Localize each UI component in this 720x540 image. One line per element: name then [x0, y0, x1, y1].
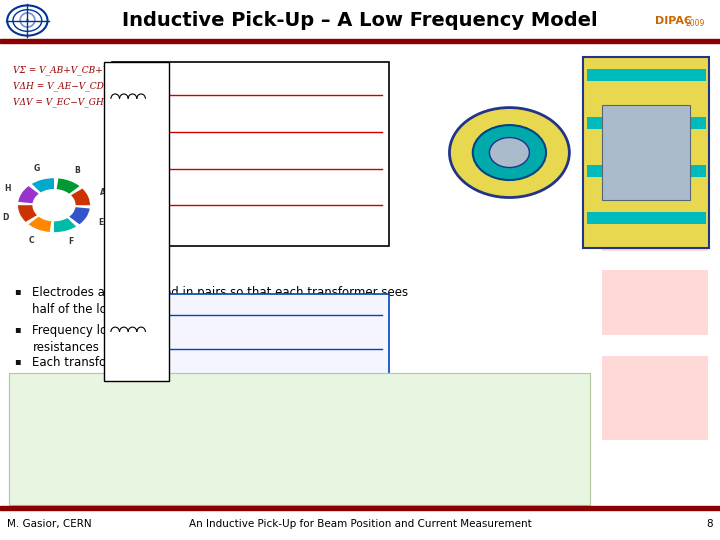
Text: B: B — [74, 166, 80, 175]
Text: D: D — [1, 213, 8, 222]
Text: M. Gasior, CERN: M. Gasior, CERN — [7, 519, 92, 529]
Text: ▪: ▪ — [14, 356, 21, 367]
Text: DIPAC: DIPAC — [655, 16, 693, 25]
Text: C: C — [29, 235, 34, 245]
Text: A: A — [100, 188, 106, 197]
Text: F: F — [68, 238, 73, 246]
Text: VΣ = V_AB+V_CB+V_EC+V_GH: VΣ = V_AB+V_CB+V_EC+V_GH — [13, 65, 161, 75]
Text: 2009: 2009 — [685, 19, 705, 28]
Text: ▪: ▪ — [14, 324, 21, 334]
Text: VΔV = V_EC−V_GH: VΔV = V_EC−V_GH — [13, 98, 104, 107]
Text: E: E — [98, 218, 103, 227]
Text: Electrodes are combined in pairs so that each transformer sees
half of the load: Electrodes are combined in pairs so that… — [32, 286, 408, 316]
Text: f_LΔ ≅ 10 kHz  (R_P with L_Δ ≅ 70 nH): f_LΔ ≅ 10 kHz (R_P with L_Δ ≅ 70 nH) — [18, 430, 258, 443]
Text: 8: 8 — [706, 519, 713, 529]
Text: VΔH = V_AE−V_CD: VΔH = V_AE−V_CD — [13, 82, 104, 91]
Text: Each transformer has one calibration turn (not shown): Each transformer has one calibration tur… — [32, 356, 354, 369]
Text: f_LΣ ≅ 150 Hz  (R_P with L_Σ ≅ 5 μH): f_LΣ ≅ 150 Hz (R_P with L_Σ ≅ 5 μH) — [18, 406, 250, 419]
Text: ⊙: ⊙ — [17, 9, 38, 32]
Text: Inductive Pick-Up – A Low Frequency Model: Inductive Pick-Up – A Low Frequency Mode… — [122, 11, 598, 30]
Text: H: H — [4, 184, 11, 193]
Text: ▪: ▪ — [14, 286, 21, 296]
Text: An Inductive Pick-Up for Beam Position and Current Measurement: An Inductive Pick-Up for Beam Position a… — [189, 519, 531, 529]
Text: G: G — [34, 164, 40, 173]
Text: The electrode signal high cut-off frequency is beyond 300 MHz: The electrode signal high cut-off freque… — [18, 454, 410, 467]
Text: Frequency low cut-offs are limited by connection parasitic
resistances: Frequency low cut-offs are limited by co… — [32, 324, 375, 354]
Text: n = 30, R_S ≅ 7 Ω  giving  R_T ≅ 0.1 Ω and R_P ≅ 4 mΩ: n = 30, R_S ≅ 7 Ω giving R_T ≅ 0.1 Ω and… — [18, 381, 366, 394]
